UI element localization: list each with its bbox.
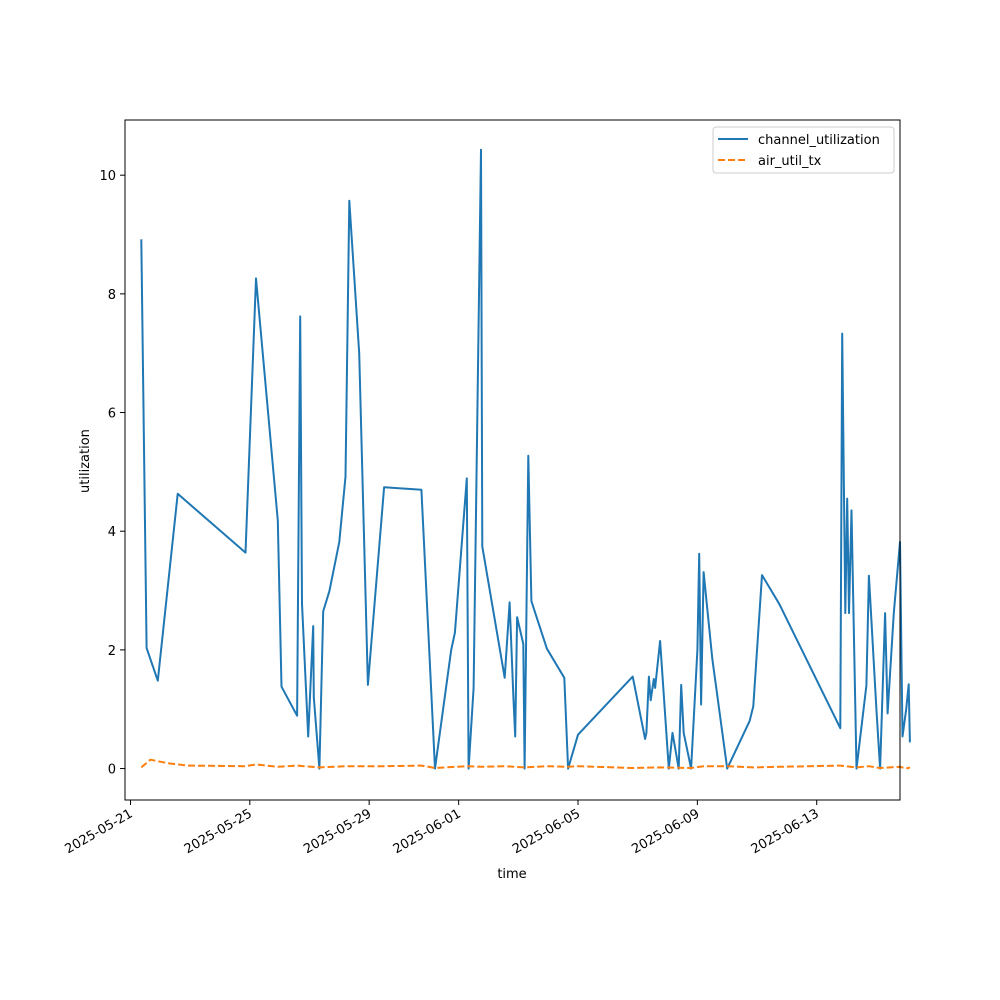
- series-line-channel-utilization: [140, 148, 911, 770]
- y-tick-label: 2: [108, 644, 116, 659]
- legend-label-channel-utilization: channel_utilization: [758, 133, 880, 148]
- x-axis-title: time: [497, 867, 526, 882]
- y-axis-title: utilization: [78, 429, 93, 493]
- plot-frame: [124, 119, 901, 801]
- series-line-air-util-tx: [140, 758, 911, 770]
- y-tick-label: 8: [108, 288, 116, 303]
- legend: channel_utilization air_util_tx: [712, 126, 895, 174]
- y-tick-label: 0: [108, 763, 116, 778]
- y-tick-label: 6: [108, 407, 116, 422]
- y-tick-label: 4: [108, 525, 116, 540]
- legend-box: [712, 126, 895, 174]
- y-axis: 0 2 4 6 8 10: [99, 169, 125, 778]
- plot-lines: [140, 148, 911, 770]
- legend-label-air-util-tx: air_util_tx: [758, 154, 822, 169]
- y-tick-label: 10: [99, 169, 116, 184]
